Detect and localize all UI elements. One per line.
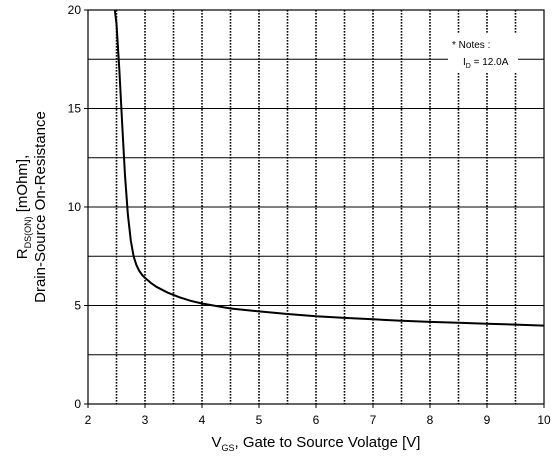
x-tick-label: 6 — [313, 413, 320, 427]
notes-condition-sub: D — [466, 63, 471, 70]
x-tick-label: 2 — [85, 413, 92, 427]
notes-box — [448, 34, 518, 72]
notes-condition-main: I — [463, 57, 466, 68]
x-axis-label-main: V — [212, 434, 222, 451]
y-tick-label: 10 — [68, 200, 82, 214]
y-axis-label-line1: RDS(ON) [mOhm], — [14, 155, 33, 260]
y-tick-label: 20 — [68, 3, 82, 17]
x-tick-label: 4 — [199, 413, 206, 427]
x-tick-label: 3 — [142, 413, 149, 427]
ticks-layer: 2 3 4 5 6 7 8 9 10 0 5 10 15 20 — [68, 3, 551, 427]
y-axis-label-main: R — [14, 248, 31, 259]
x-tick-label: 9 — [484, 413, 491, 427]
x-tick-label: 10 — [537, 413, 551, 427]
y-tick-label: 15 — [68, 102, 82, 116]
notes-condition-rest: = 12.0A — [471, 57, 509, 68]
y-axis-label-line2: Drain-Source On-Resistance — [32, 111, 49, 303]
x-tick-label: 5 — [256, 413, 263, 427]
x-axis-label-sub: GS — [222, 443, 235, 453]
y-tick-label: 0 — [74, 397, 81, 411]
series-layer — [113, 9, 545, 327]
grid-layer — [88, 10, 544, 404]
y-axis-label-sub: DS(ON) — [23, 216, 33, 248]
y-tick-label: 5 — [74, 299, 81, 313]
notes-condition: ID = 12.0A — [463, 57, 509, 70]
notes-title: * Notes : — [452, 40, 490, 51]
y-axis-label-rest: [mOhm], — [14, 155, 31, 217]
series-line — [113, 9, 545, 327]
x-axis-label: VGS, Gate to Source Volatge [V] — [212, 434, 421, 453]
x-axis-label-rest: , Gate to Source Volatge [V] — [235, 434, 421, 451]
x-tick-label: 7 — [370, 413, 377, 427]
x-tick-label: 8 — [427, 413, 434, 427]
